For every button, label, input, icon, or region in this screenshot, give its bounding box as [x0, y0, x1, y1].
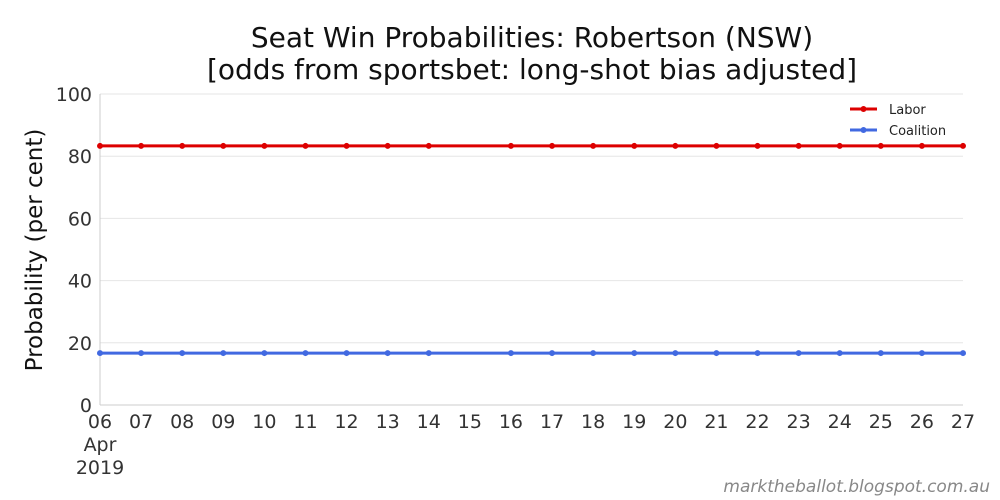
data-point-coalition — [960, 350, 966, 357]
data-point-coalition — [343, 350, 350, 357]
data-point-coalition — [261, 350, 268, 357]
x-tick-label: 15 — [458, 411, 482, 433]
y-tick-label: 40 — [68, 271, 92, 293]
x-tick-label: 10 — [252, 411, 276, 433]
gridlines — [100, 93, 963, 344]
legend-coalition-label: Coalition — [889, 124, 946, 139]
y-tick-label: 100 — [56, 84, 92, 106]
data-point-labor — [631, 142, 638, 149]
y-tick-label: 0 — [80, 395, 92, 417]
data-point-labor — [97, 142, 103, 149]
y-tick-label: 80 — [68, 146, 92, 168]
data-point-labor — [836, 142, 843, 149]
x-tick-label: 26 — [910, 411, 934, 433]
data-point-coalition — [795, 350, 802, 357]
x-tick-label: 17 — [540, 411, 564, 433]
data-point-coalition — [877, 350, 884, 357]
data-point-labor — [590, 142, 597, 149]
x-tick-label: 21 — [704, 411, 728, 433]
axes — [99, 94, 963, 406]
x-tick-label: 19 — [622, 411, 646, 433]
data-point-labor — [549, 142, 556, 149]
data-point-coalition — [507, 350, 514, 357]
legend-coalition-marker — [860, 127, 867, 133]
data-point-coalition — [631, 350, 638, 357]
x-tick-label-extra: 2019 — [76, 457, 124, 479]
y-tick-label: 60 — [68, 208, 92, 230]
y-axis-label: Probability (per cent) — [22, 129, 48, 372]
data-point-labor — [795, 142, 802, 149]
data-point-labor — [302, 142, 309, 149]
data-point-coalition — [97, 350, 103, 357]
data-point-labor — [754, 142, 761, 149]
data-point-coalition — [138, 350, 145, 357]
data-point-labor — [918, 142, 925, 149]
chart-title-line2: [odds from sportsbet: long-shot bias adj… — [207, 53, 857, 86]
y-tick-label: 20 — [68, 333, 92, 355]
x-tick-label: 06 — [88, 411, 112, 433]
data-point-labor — [425, 142, 432, 149]
data-point-coalition — [713, 350, 720, 357]
legend-labor-label: Labor — [889, 103, 926, 118]
data-point-coalition — [836, 350, 843, 357]
data-point-coalition — [220, 350, 227, 357]
data-point-coalition — [754, 350, 761, 357]
x-tick-label: 22 — [745, 411, 769, 433]
series-lines — [97, 142, 966, 357]
data-point-labor — [384, 142, 391, 149]
data-point-labor — [960, 142, 966, 149]
data-point-coalition — [384, 350, 391, 357]
data-point-coalition — [590, 350, 597, 357]
x-tick-label-extra: Apr — [84, 434, 117, 456]
x-tick-label: 09 — [211, 411, 235, 433]
x-tick-label: 18 — [581, 411, 605, 433]
data-point-coalition — [302, 350, 309, 357]
data-point-coalition — [672, 350, 679, 357]
data-point-coalition — [918, 350, 925, 357]
x-tick-label: 27 — [951, 411, 975, 433]
x-tick-label: 08 — [170, 411, 194, 433]
x-tick-label: 25 — [869, 411, 893, 433]
data-point-labor — [179, 142, 186, 149]
x-tick-label: 11 — [293, 411, 317, 433]
data-point-coalition — [425, 350, 432, 357]
data-point-labor — [672, 142, 679, 149]
legend: Labor Coalition — [850, 103, 946, 139]
x-tick-label: 14 — [417, 411, 441, 433]
data-point-coalition — [179, 350, 186, 357]
x-tick-label: 13 — [376, 411, 400, 433]
data-point-labor — [343, 142, 350, 149]
data-point-labor — [261, 142, 268, 149]
data-point-labor — [713, 142, 720, 149]
x-tick-label: 16 — [499, 411, 523, 433]
x-tick-label: 12 — [334, 411, 358, 433]
data-point-coalition — [549, 350, 556, 357]
legend-labor-marker — [860, 106, 867, 112]
data-point-labor — [507, 142, 514, 149]
x-tick-label: 07 — [129, 411, 153, 433]
x-tick-label: 23 — [787, 411, 811, 433]
credit-text: marktheballot.blogspot.com.au — [723, 477, 990, 497]
data-point-labor — [138, 142, 145, 149]
x-tick-label: 20 — [663, 411, 687, 433]
chart-title-line1: Seat Win Probabilities: Robertson (NSW) — [251, 21, 813, 54]
data-point-labor — [220, 142, 227, 149]
x-tick-label: 24 — [828, 411, 852, 433]
data-point-labor — [877, 142, 884, 149]
